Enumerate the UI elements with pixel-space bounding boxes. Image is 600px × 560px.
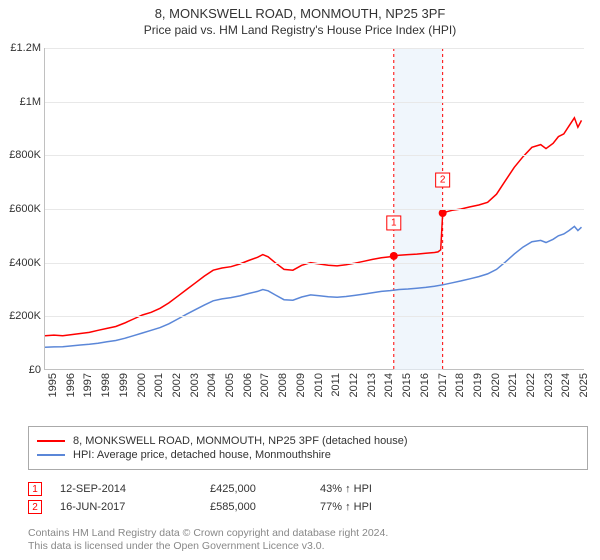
legend-box: 8, MONKSWELL ROAD, MONMOUTH, NP25 3PF (d…: [28, 426, 588, 470]
sale-row: 2 16-JUN-2017£585,00077% ↑ HPI: [28, 500, 430, 514]
y-tick-label: £1.2M: [10, 42, 45, 54]
series-property: [45, 118, 582, 336]
sale-marker: 1: [28, 482, 42, 496]
sale-delta: 77% ↑ HPI: [320, 501, 430, 513]
sale-row: 1 12-SEP-2014£425,00043% ↑ HPI: [28, 482, 430, 496]
sale-marker: 2: [28, 500, 42, 514]
legend-item: 8, MONKSWELL ROAD, MONMOUTH, NP25 3PF (d…: [37, 435, 579, 447]
x-tick-label: 2013: [366, 373, 378, 397]
footer-line-1: Contains HM Land Registry data © Crown c…: [28, 527, 388, 541]
y-tick-label: £600K: [9, 203, 45, 215]
x-tick-label: 1997: [82, 373, 94, 397]
sales-table: 1 12-SEP-2014£425,00043% ↑ HPI 2 16-JUN-201…: [28, 478, 430, 518]
footer-line-2: This data is licensed under the Open Gov…: [28, 540, 388, 554]
gridline: [45, 263, 584, 264]
x-tick-label: 2017: [437, 373, 449, 397]
x-tick-label: 2018: [454, 373, 466, 397]
x-tick-label: 2019: [472, 373, 484, 397]
legend-item: HPI: Average price, detached house, Monm…: [37, 449, 579, 461]
sale-marker-label: 2: [440, 175, 446, 186]
x-tick-label: 2023: [543, 373, 555, 397]
x-tick-label: 2020: [490, 373, 502, 397]
x-tick-label: 2007: [259, 373, 271, 397]
legend-swatch: [37, 440, 65, 442]
x-tick-label: 2000: [136, 373, 148, 397]
page-title: 8, MONKSWELL ROAD, MONMOUTH, NP25 3PF: [0, 0, 600, 21]
series-hpi: [45, 226, 582, 347]
x-tick-label: 2003: [189, 373, 201, 397]
sale-dot: [439, 209, 447, 217]
x-tick-label: 2022: [525, 373, 537, 397]
chart-area: 12 £0£200K£400K£600K£800K£1M£1.2M: [44, 48, 584, 370]
y-tick-label: £1M: [20, 96, 45, 108]
page-subtitle: Price paid vs. HM Land Registry's House …: [0, 21, 600, 37]
x-tick-label: 2002: [171, 373, 183, 397]
x-tick-label: 2006: [242, 373, 254, 397]
x-tick-label: 2011: [330, 373, 342, 397]
x-tick-label: 2004: [206, 373, 218, 397]
x-tick-label: 2001: [153, 373, 165, 397]
x-tick-label: 2016: [419, 373, 431, 397]
gridline: [45, 102, 584, 103]
y-tick-label: £0: [29, 364, 45, 376]
y-tick-label: £400K: [9, 257, 45, 269]
x-tick-label: 2009: [295, 373, 307, 397]
y-tick-label: £200K: [9, 310, 45, 322]
y-tick-label: £800K: [9, 149, 45, 161]
x-tick-label: 2014: [383, 373, 395, 397]
x-tick-label: 2025: [578, 373, 590, 397]
sale-price: £425,000: [210, 483, 320, 495]
x-tick-label: 2024: [560, 373, 572, 397]
x-tick-label: 2010: [313, 373, 325, 397]
x-tick-label: 1999: [118, 373, 130, 397]
sale-price: £585,000: [210, 501, 320, 513]
x-tick-label: 2005: [224, 373, 236, 397]
x-tick-label: 2015: [401, 373, 413, 397]
legend-swatch: [37, 454, 65, 456]
x-tick-label: 1996: [65, 373, 77, 397]
footer: Contains HM Land Registry data © Crown c…: [28, 527, 388, 554]
x-tick-label: 1998: [100, 373, 112, 397]
gridline: [45, 316, 584, 317]
legend-label: 8, MONKSWELL ROAD, MONMOUTH, NP25 3PF (d…: [73, 435, 408, 447]
gridline: [45, 155, 584, 156]
x-tick-label: 2012: [348, 373, 360, 397]
x-axis-ticks: 1995 1996 1997 1998 1999 2000 2001 2002 2003 2004…: [44, 373, 584, 423]
sale-date: 16-JUN-2017: [60, 501, 210, 513]
x-tick-label: 1995: [47, 373, 59, 397]
gridline: [45, 209, 584, 210]
legend-label: HPI: Average price, detached house, Monm…: [73, 449, 331, 461]
gridline: [45, 48, 584, 49]
x-tick-label: 2008: [277, 373, 289, 397]
sale-delta: 43% ↑ HPI: [320, 483, 430, 495]
sale-date: 12-SEP-2014: [60, 483, 210, 495]
x-tick-label: 2021: [507, 373, 519, 397]
sale-marker-label: 1: [391, 217, 397, 228]
sale-dot: [390, 252, 398, 260]
